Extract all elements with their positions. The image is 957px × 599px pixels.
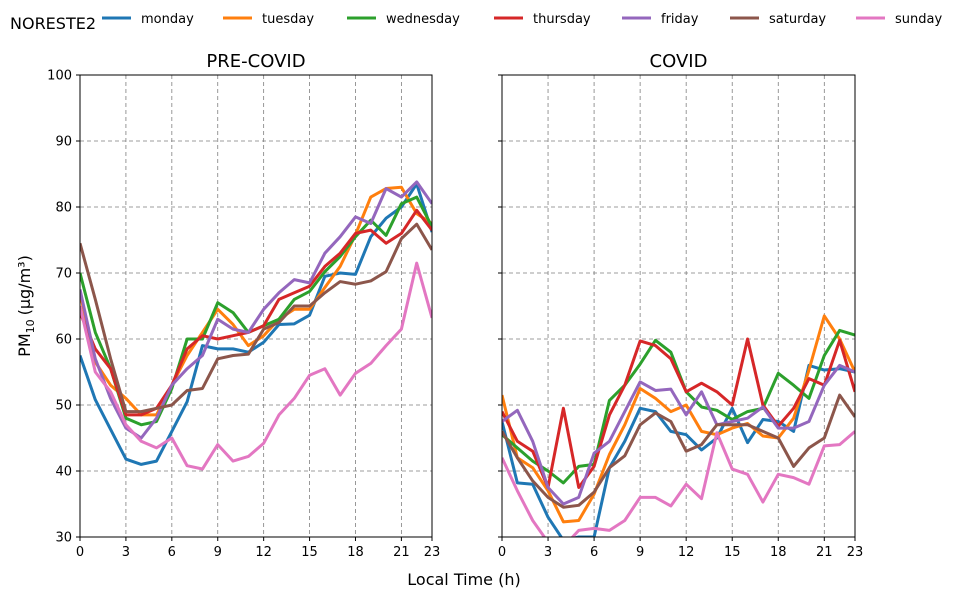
x-tick-label: 12 bbox=[255, 545, 272, 560]
legend-item-sunday: sunday bbox=[856, 12, 942, 27]
legend-item-saturday: saturday bbox=[730, 12, 826, 27]
series-line-sunday bbox=[80, 261, 432, 471]
series-line-thursday bbox=[80, 208, 432, 417]
legend-item-friday: friday bbox=[622, 12, 699, 27]
x-tick-label: 3 bbox=[544, 545, 552, 560]
legend-label: tuesday bbox=[262, 12, 314, 27]
y-tick-label: 30 bbox=[55, 531, 72, 546]
x-tick-label: 0 bbox=[498, 545, 506, 560]
y-axis-label-main: PM bbox=[15, 333, 34, 356]
x-tick-label: 21 bbox=[393, 545, 410, 560]
series-line-tuesday bbox=[502, 314, 855, 524]
x-tick-label: 9 bbox=[214, 545, 222, 560]
x-tick-label: 12 bbox=[678, 545, 695, 560]
legend-label: friday bbox=[661, 12, 699, 27]
x-tick-label: 6 bbox=[590, 545, 598, 560]
x-tick-label: 18 bbox=[347, 545, 364, 560]
y-tick-label: 40 bbox=[55, 465, 72, 480]
y-tick-label: 70 bbox=[55, 267, 72, 282]
panel-0: 0 3 6 9 12 15 18 21 23 30 40 50 60 70 80 90 100 PRE-COVID bbox=[47, 51, 440, 560]
x-tick-label: 23 bbox=[847, 545, 864, 560]
x-tick-label: 9 bbox=[636, 545, 644, 560]
x-axis-label: Local Time (h) bbox=[407, 570, 520, 589]
y-axis-label-unit: (µg/m³) bbox=[15, 255, 34, 315]
legend-item-tuesday: tuesday bbox=[223, 12, 314, 27]
x-tick-label: 6 bbox=[168, 545, 176, 560]
legend-label: thursday bbox=[533, 12, 591, 27]
series-group bbox=[80, 180, 432, 471]
x-tick-label: 15 bbox=[724, 545, 741, 560]
y-tick-label: 60 bbox=[55, 333, 72, 348]
y-tick-label: 80 bbox=[55, 201, 72, 216]
legend: monday tuesday wednesday thursday friday satu… bbox=[102, 12, 942, 27]
y-tick-label: 100 bbox=[47, 69, 72, 84]
x-tick-label: 18 bbox=[770, 545, 787, 560]
series-line-saturday bbox=[80, 222, 432, 414]
station-label: NORESTE2 bbox=[10, 14, 96, 33]
series-line-tuesday bbox=[80, 185, 432, 417]
legend-item-thursday: thursday bbox=[494, 12, 591, 27]
series-line-thursday bbox=[502, 337, 855, 489]
panel-title: COVID bbox=[650, 51, 708, 72]
series-group bbox=[502, 314, 855, 537]
series-line-wednesday bbox=[80, 195, 432, 427]
y-tick-label: 90 bbox=[55, 135, 72, 150]
series-line-saturday bbox=[502, 393, 855, 509]
series-line-friday bbox=[502, 363, 855, 506]
x-tick-label: 21 bbox=[816, 545, 833, 560]
x-tick-label: 0 bbox=[76, 545, 84, 560]
legend-label: monday bbox=[141, 12, 194, 27]
x-tick-label: 3 bbox=[122, 545, 130, 560]
series-line-wednesday bbox=[502, 328, 855, 485]
panel-title: PRE-COVID bbox=[206, 51, 305, 72]
legend-label: sunday bbox=[895, 12, 942, 27]
y-axis-label-subscript: 10 bbox=[24, 319, 37, 333]
legend-label: wednesday bbox=[386, 12, 460, 27]
legend-item-monday: monday bbox=[102, 12, 194, 27]
series-line-sunday bbox=[502, 430, 855, 537]
y-tick-label: 50 bbox=[55, 399, 72, 414]
plot-frame bbox=[79, 74, 433, 538]
legend-item-wednesday: wednesday bbox=[347, 12, 460, 27]
x-tick-label: 15 bbox=[301, 545, 318, 560]
x-tick-label: 23 bbox=[424, 545, 441, 560]
series-line-friday bbox=[80, 180, 432, 440]
panel-1: 0 3 6 9 12 15 18 21 23 COVID bbox=[498, 51, 863, 560]
y-axis-label: PM10 (µg/m³) bbox=[15, 255, 37, 357]
plot-frame bbox=[501, 74, 856, 538]
legend-label: saturday bbox=[769, 12, 826, 27]
series-line-monday bbox=[502, 363, 855, 537]
